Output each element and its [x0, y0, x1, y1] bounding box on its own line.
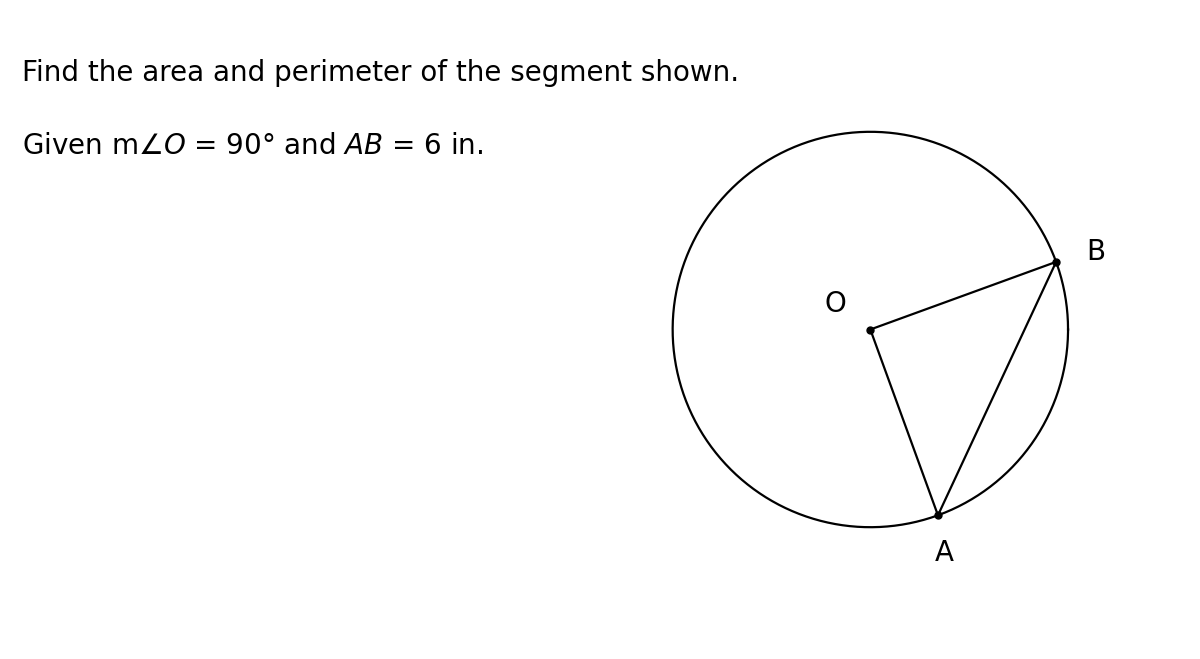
Text: B: B [1086, 238, 1105, 266]
Text: Given m$\angle$$\it{O}$ = 90° and $\it{AB}$ = 6 in.: Given m$\angle$$\it{O}$ = 90° and $\it{A… [22, 132, 482, 159]
Text: O: O [824, 290, 847, 318]
Text: A: A [935, 539, 953, 567]
Text: Find the area and perimeter of the segment shown.: Find the area and perimeter of the segme… [22, 59, 739, 87]
